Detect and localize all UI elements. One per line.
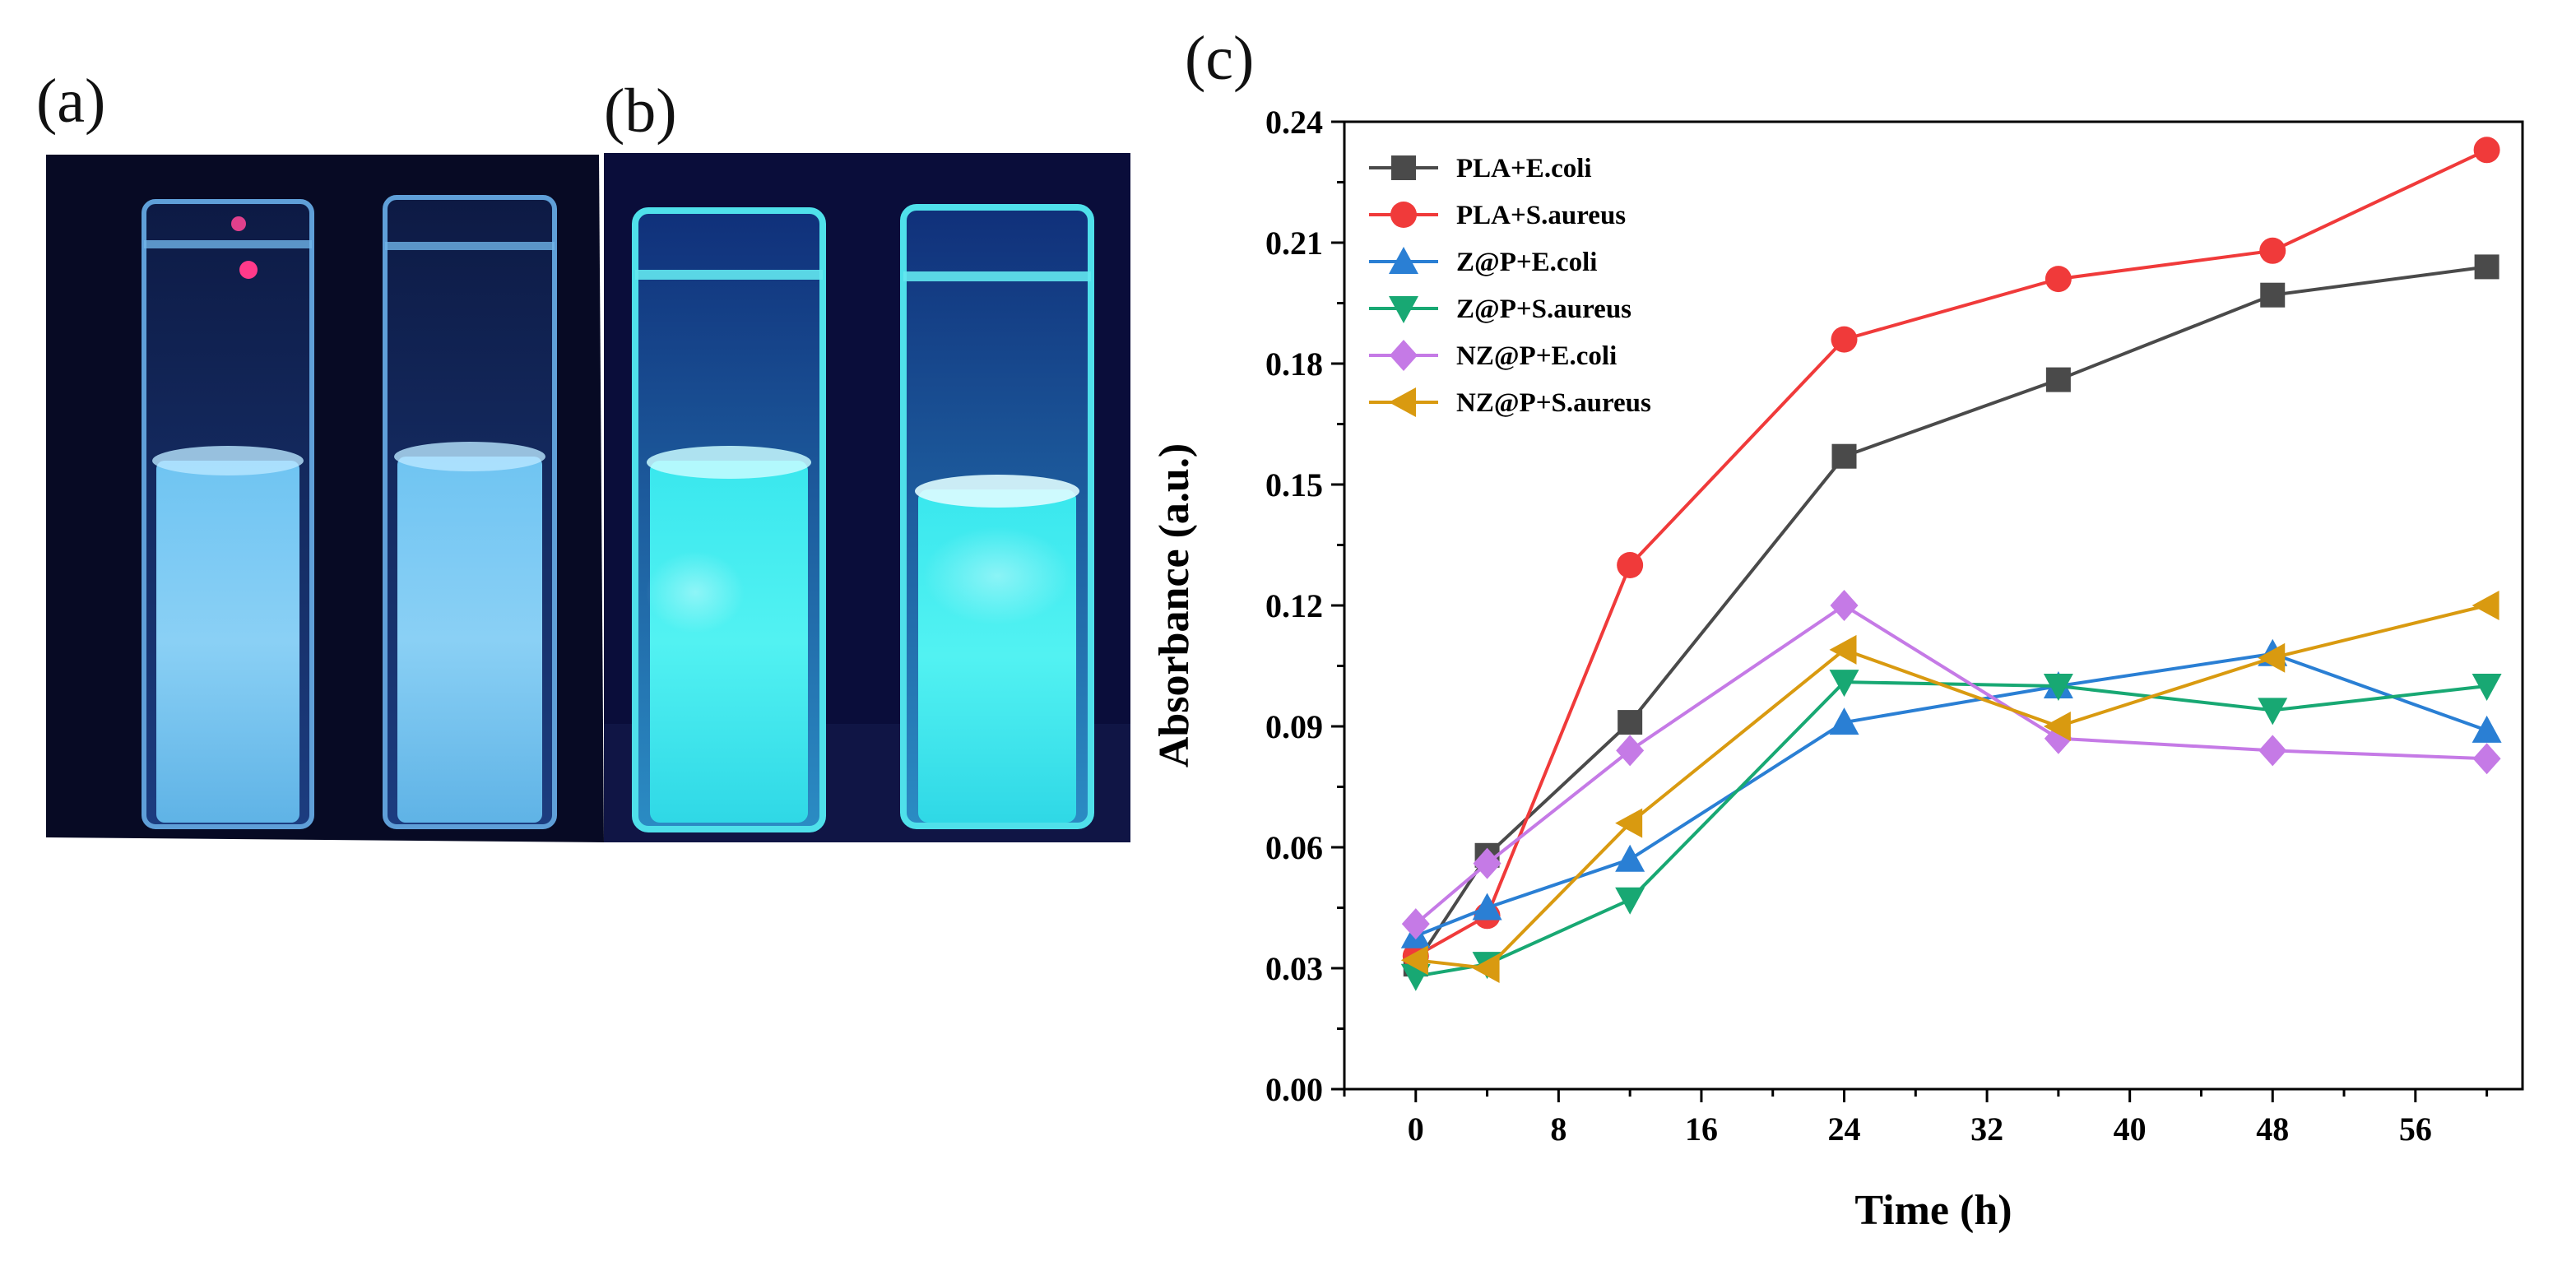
- y-tick-label: 0.12: [1265, 587, 1323, 624]
- legend-item: PLA+E.coli: [1369, 154, 1592, 183]
- x-tick-label: 24: [1828, 1111, 1861, 1148]
- cuvette-a1: [142, 199, 314, 829]
- data-point: [1615, 887, 1645, 915]
- legend-label: PLA+E.coli: [1456, 154, 1592, 183]
- data-point: [1618, 710, 1643, 735]
- y-tick-label: 0.03: [1265, 950, 1323, 987]
- data-point: [1472, 953, 1500, 983]
- y-tick-label: 0.06: [1265, 829, 1323, 866]
- data-point: [2473, 137, 2500, 164]
- y-tick-label: 0.00: [1265, 1071, 1323, 1108]
- data-point: [1401, 908, 1430, 940]
- series-pla-s-aureus: [1402, 137, 2500, 970]
- y-axis-title: Absorbance (a.u.): [1151, 443, 1198, 767]
- data-point: [1616, 735, 1645, 767]
- data-point: [1615, 844, 1645, 872]
- cuvette-photographs: [46, 153, 1130, 842]
- series-line: [1415, 604, 2488, 971]
- x-tick-label: 16: [1685, 1111, 1718, 1148]
- x-tick-label: 48: [2256, 1111, 2289, 1148]
- photo-a: [46, 155, 604, 842]
- y-tick-label: 0.21: [1265, 225, 1323, 262]
- panel-label-b: (b): [604, 77, 677, 146]
- cuvette-b1: [632, 207, 826, 832]
- data-point: [1400, 945, 1428, 976]
- data-point: [2258, 698, 2288, 726]
- data-point: [2043, 712, 2071, 741]
- data-point: [2045, 367, 2071, 392]
- legend-item: Z@P+S.aureus: [1369, 294, 1631, 324]
- cuvette-a2: [383, 195, 557, 829]
- data-point: [2472, 715, 2502, 743]
- data-point: [2258, 642, 2286, 673]
- data-point: [1472, 893, 1502, 921]
- data-point: [2472, 674, 2502, 701]
- legend-marker: [1390, 202, 1417, 228]
- photo-b: [604, 153, 1130, 842]
- legend-item: PLA+S.aureus: [1369, 201, 1626, 230]
- x-tick-label: 8: [1550, 1111, 1566, 1148]
- panel-label-c: (c): [1185, 24, 1255, 93]
- x-tick-label: 56: [2399, 1111, 2432, 1148]
- x-tick-label: 0: [1408, 1111, 1424, 1148]
- legend-item: NZ@P+E.coli: [1369, 340, 1617, 371]
- y-tick-label: 0.24: [1265, 104, 1323, 141]
- legend-label: NZ@P+S.aureus: [1456, 388, 1651, 418]
- x-tick-label: 32: [1970, 1111, 2003, 1148]
- legend-marker: [1389, 387, 1416, 417]
- data-point: [1615, 808, 1643, 838]
- legend-marker: [1390, 340, 1418, 371]
- legend-marker: [1389, 296, 1418, 323]
- legend-marker: [1389, 247, 1418, 274]
- y-tick-label: 0.18: [1265, 345, 1323, 383]
- series-line: [1415, 680, 2487, 978]
- legend-label: PLA+S.aureus: [1456, 201, 1626, 230]
- data-point: [2472, 743, 2501, 775]
- axes: 0.00 0.03 0.06 0.09 0.12 0.15 0.18 0.21 0.24 0 8 16…: [1265, 104, 2489, 1148]
- panel-label-a: (a): [36, 67, 106, 136]
- data-point: [2474, 254, 2499, 280]
- data-point: [2259, 237, 2286, 264]
- y-tick-label: 0.09: [1265, 708, 1323, 745]
- series-layer: [1400, 137, 2502, 991]
- data-point: [1829, 670, 1859, 698]
- data-point: [2045, 266, 2072, 293]
- series-nz-p-e-coli: [1401, 590, 2501, 940]
- data-point: [2043, 674, 2073, 701]
- x-axis-title: Time (h): [1854, 1187, 2012, 1234]
- legend: PLA+E.coli PLA+S.aureus Z@P+E.coli Z@P+S.au…: [1369, 154, 1651, 418]
- data-point: [1830, 590, 1859, 621]
- legend-label: NZ@P+E.coli: [1456, 341, 1617, 371]
- y-tick-label: 0.15: [1265, 466, 1323, 503]
- data-point: [1831, 443, 1857, 469]
- legend-marker: [1391, 155, 1416, 180]
- data-point: [2472, 591, 2499, 620]
- x-tick-label: 40: [2114, 1111, 2147, 1148]
- legend-label: Z@P+E.coli: [1456, 248, 1597, 277]
- data-point: [1829, 707, 1859, 735]
- series-nz-p-s-aureus: [1400, 591, 2499, 983]
- legend-item: NZ@P+S.aureus: [1369, 387, 1651, 418]
- data-point: [1617, 552, 1644, 578]
- data-point: [2260, 282, 2286, 308]
- legend-item: Z@P+E.coli: [1369, 247, 1597, 277]
- data-point: [2258, 735, 2287, 767]
- data-point: [1831, 326, 1858, 353]
- cuvette-b2: [900, 204, 1094, 829]
- legend-label: Z@P+S.aureus: [1456, 294, 1631, 324]
- data-point: [1473, 847, 1502, 879]
- data-point: [1829, 634, 1857, 665]
- series-line: [1414, 265, 2487, 966]
